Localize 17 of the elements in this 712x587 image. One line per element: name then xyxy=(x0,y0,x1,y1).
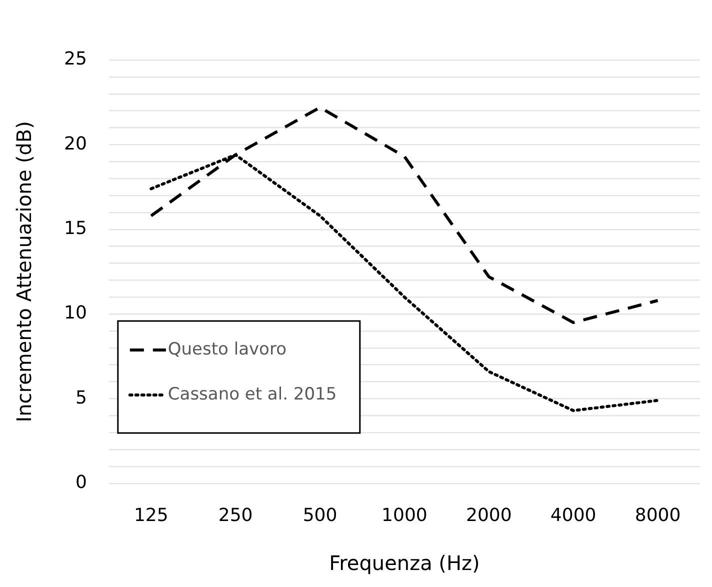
y-tick-label: 25 xyxy=(64,48,87,70)
x-tick-label: 125 xyxy=(134,504,168,526)
x-axis-title: Frequenza (Hz) xyxy=(329,551,480,576)
x-tick-label: 1000 xyxy=(382,504,428,526)
y-tick-label: 10 xyxy=(64,302,87,324)
legend-label: Questo lavoro xyxy=(168,339,286,360)
y-tick-label: 15 xyxy=(64,218,87,240)
y-tick-label: 20 xyxy=(64,133,87,154)
x-tick-label: 8000 xyxy=(634,504,681,526)
y-axis-title: Incremento Attenuazione (dB) xyxy=(12,121,36,422)
x-tick-label: 2000 xyxy=(466,504,512,526)
x-tick-label: 4000 xyxy=(550,504,596,526)
y-tick-label: 5 xyxy=(75,387,87,408)
legend-label: Cassano et al. 2015 xyxy=(168,384,337,404)
x-tick-label: 500 xyxy=(302,504,338,526)
y-tick-label: 0 xyxy=(75,472,87,494)
x-tick-label: 250 xyxy=(218,504,253,526)
